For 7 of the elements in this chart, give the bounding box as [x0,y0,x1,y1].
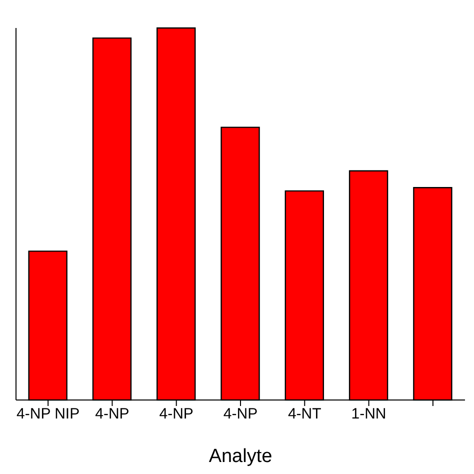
x-tick-label: 4-NP [95,406,130,423]
x-tick-label: 4-NT [288,406,322,423]
x-tick-label: 4-NP [159,406,194,423]
x-axis-title: Analyte [208,446,272,467]
x-tick-label: 1-NN [351,406,386,423]
x-tick-label: 4-NP NIP [16,406,80,423]
x-tick-label: 4-NP [223,406,258,423]
